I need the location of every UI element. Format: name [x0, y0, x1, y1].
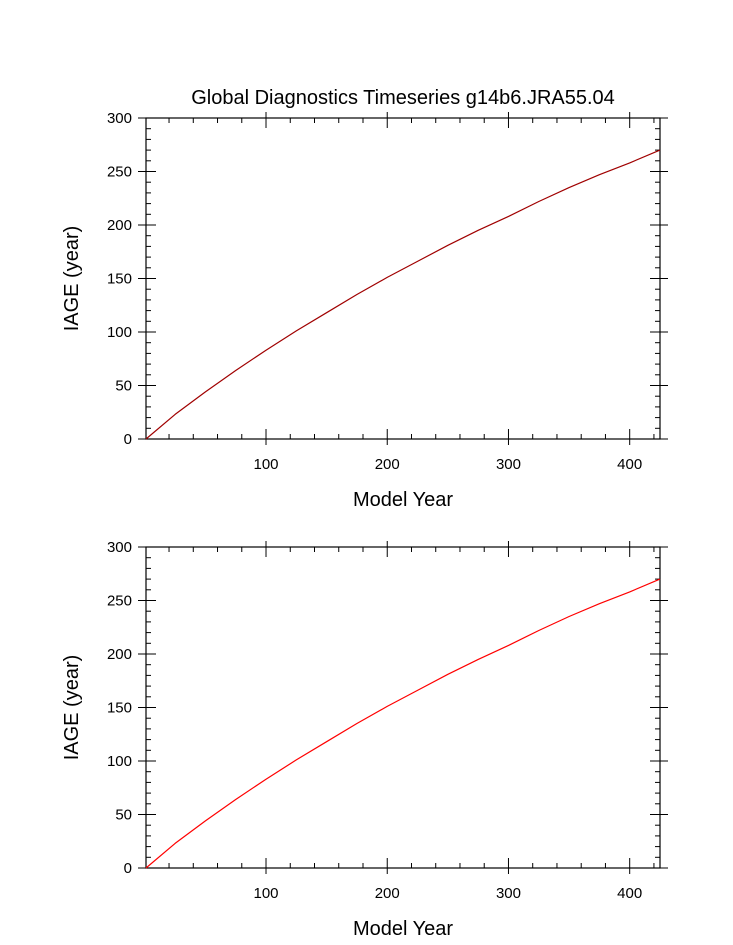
x-tick-label: 100 — [253, 885, 278, 902]
y-tick-label: 50 — [115, 807, 132, 824]
x-tick-label: 200 — [375, 885, 400, 902]
y-axis-title: IAGE (year) — [61, 655, 83, 761]
y-tick-label: 150 — [107, 700, 132, 717]
y-tick-label: 50 — [115, 378, 132, 395]
x-axis-title: Model Year — [353, 918, 453, 940]
plot-frame — [145, 546, 661, 869]
y-tick-label: 250 — [107, 164, 132, 181]
chart-title: Global Diagnostics Timeseries g14b6.JRA5… — [191, 87, 615, 109]
y-tick-label: 300 — [107, 539, 132, 556]
x-tick-label: 400 — [617, 456, 642, 473]
x-tick-label: 200 — [375, 456, 400, 473]
plot-frame — [145, 117, 661, 440]
x-axis-title: Model Year — [353, 489, 453, 511]
x-tick-label: 100 — [253, 456, 278, 473]
y-axis-title: IAGE (year) — [61, 226, 83, 332]
y-tick-label: 200 — [107, 217, 132, 234]
x-tick-label: 300 — [496, 456, 521, 473]
x-tick-label: 300 — [496, 885, 521, 902]
series-line-0 — [145, 578, 661, 869]
y-tick-label: 300 — [107, 110, 132, 127]
y-tick-label: 250 — [107, 593, 132, 610]
y-tick-label: 150 — [107, 271, 132, 288]
series-line-0 — [145, 149, 661, 440]
chart-bottom: 100 200 300 400 0 50 100 150 200 250 300 Model Year… — [61, 539, 668, 940]
y-tick-label: 0 — [124, 860, 132, 877]
y-tick-label: 100 — [107, 324, 132, 341]
y-tick-label: 200 — [107, 646, 132, 663]
y-tick-label: 0 — [124, 431, 132, 448]
x-tick-label: 400 — [617, 885, 642, 902]
chart-top: Global Diagnostics Timeseries g14b6.JRA5… — [61, 87, 668, 511]
y-tick-label: 100 — [107, 753, 132, 770]
